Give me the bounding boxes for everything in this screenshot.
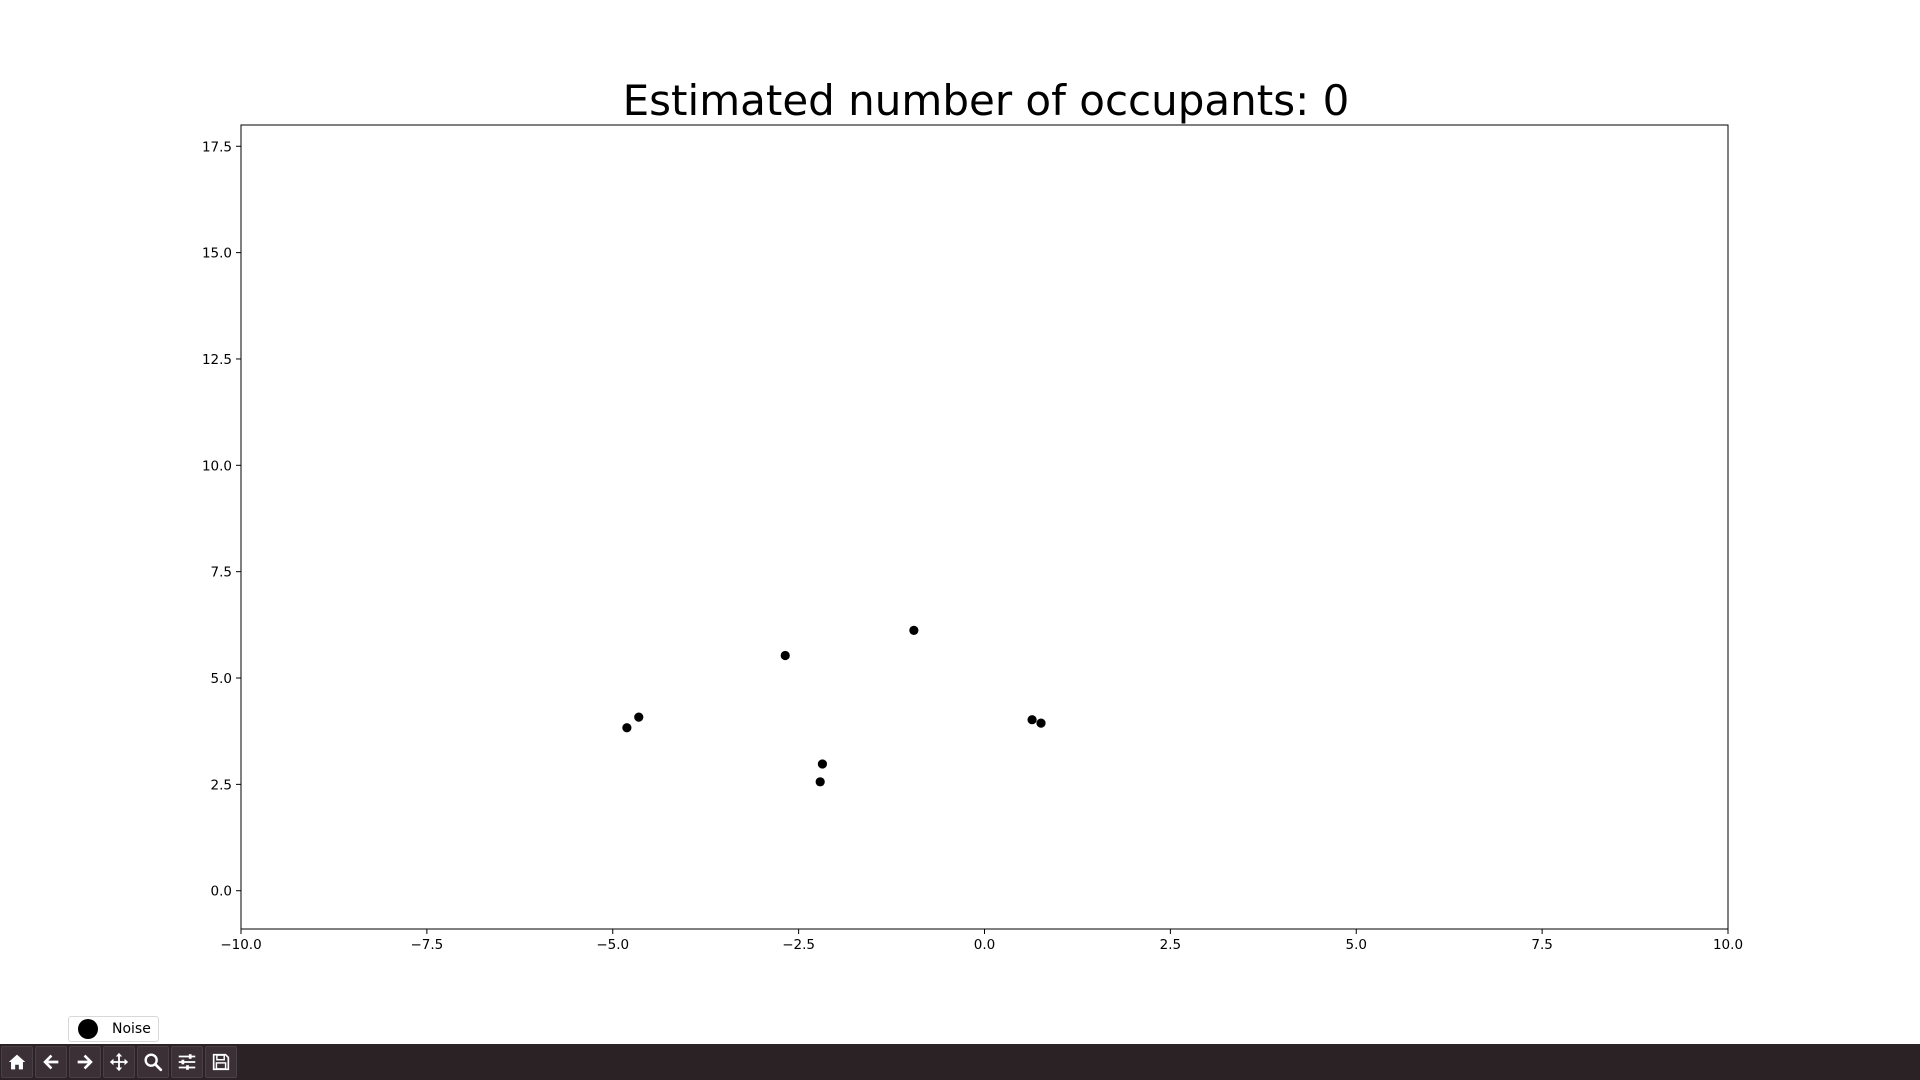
- arrow-right-icon: [77, 1054, 93, 1070]
- arrow-left-icon: [43, 1054, 59, 1070]
- legend-marker-noise: [78, 1019, 98, 1039]
- data-point: [909, 625, 919, 635]
- figure: Estimated number of occupants: 0 −10.0 −7…: [201, 76, 1744, 953]
- data-point: [622, 723, 632, 733]
- y-axis: 0.0 2.5 5.0 7.5 10.0 12.5 15.0 17.5: [202, 139, 241, 900]
- scatter-chart: Estimated number of occupants: 0 −10.0 −7…: [202, 76, 1743, 953]
- y-tick-label: 0.0: [211, 884, 232, 900]
- plot-area: [240, 124, 1729, 930]
- x-tick-label: 0.0: [974, 937, 995, 953]
- back-button[interactable]: [35, 1046, 67, 1078]
- legend: Noise: [68, 1016, 159, 1042]
- sliders-icon: [178, 1054, 196, 1070]
- y-tick-label: 17.5: [202, 139, 232, 155]
- x-tick-label: 5.0: [1346, 937, 1367, 953]
- x-tick-label: 7.5: [1531, 937, 1552, 953]
- x-tick-label: −7.5: [410, 937, 443, 953]
- pan-button[interactable]: [103, 1046, 135, 1078]
- y-tick-label: 12.5: [202, 352, 232, 368]
- data-point: [815, 777, 825, 787]
- home-icon: [8, 1054, 26, 1070]
- x-tick-label: −2.5: [782, 937, 815, 953]
- zoom-button[interactable]: [137, 1046, 169, 1078]
- chart-title: Estimated number of occupants: 0: [623, 76, 1350, 125]
- x-tick-label: 2.5: [1160, 937, 1181, 953]
- y-tick-label: 5.0: [211, 671, 232, 687]
- configure-subplots-button[interactable]: [171, 1046, 203, 1078]
- data-point: [780, 650, 790, 661]
- home-button[interactable]: [1, 1046, 33, 1078]
- x-tick-label: 10.0: [1713, 937, 1743, 953]
- y-tick-label: 10.0: [202, 458, 232, 474]
- y-tick-label: 7.5: [211, 565, 232, 581]
- data-point: [1036, 718, 1046, 728]
- navigation-toolbar: [0, 1044, 1920, 1080]
- legend-label-noise: Noise: [112, 1021, 151, 1037]
- data-points: [622, 625, 1046, 787]
- x-axis: −10.0 −7.5 −5.0 −2.5 0.0 2.5 5.0 7.5 10.0: [220, 929, 1743, 953]
- save-button[interactable]: [205, 1046, 237, 1078]
- data-point: [634, 712, 644, 722]
- move-icon: [109, 1052, 129, 1072]
- x-tick-label: −5.0: [596, 937, 629, 953]
- y-tick-label: 15.0: [202, 246, 232, 262]
- magnifier-icon: [144, 1053, 163, 1072]
- y-tick-label: 2.5: [211, 777, 232, 793]
- data-point: [817, 759, 828, 769]
- floppy-disk-icon: [212, 1053, 230, 1071]
- forward-button[interactable]: [69, 1046, 101, 1078]
- data-point: [1027, 715, 1037, 725]
- x-tick-label: −10.0: [220, 937, 261, 953]
